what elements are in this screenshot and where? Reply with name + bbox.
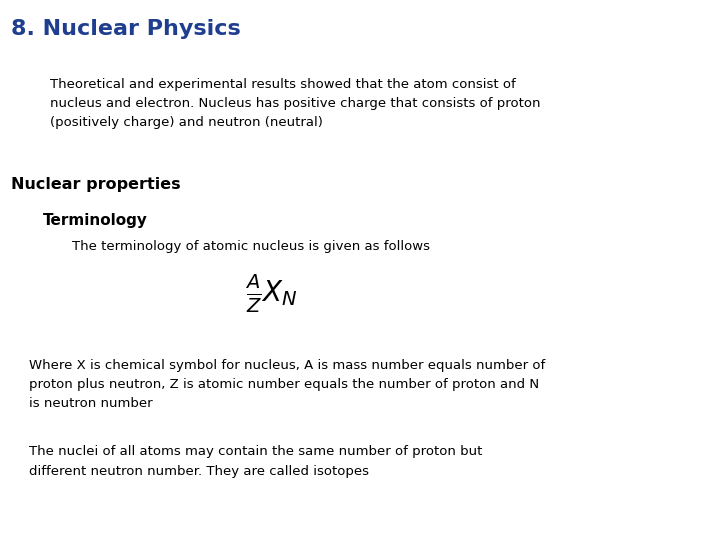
- Text: Nuclear properties: Nuclear properties: [11, 177, 181, 192]
- Text: 8. Nuclear Physics: 8. Nuclear Physics: [11, 19, 240, 39]
- Text: The nuclei of all atoms may contain the same number of proton but
different neut: The nuclei of all atoms may contain the …: [29, 446, 482, 477]
- Text: $\frac{A}{Z}X_{N}$: $\frac{A}{Z}X_{N}$: [245, 273, 297, 315]
- Text: Theoretical and experimental results showed that the atom consist of
nucleus and: Theoretical and experimental results sho…: [50, 78, 541, 129]
- Text: The terminology of atomic nucleus is given as follows: The terminology of atomic nucleus is giv…: [72, 240, 430, 253]
- Text: Terminology: Terminology: [43, 213, 148, 228]
- Text: Where X is chemical symbol for nucleus, A is mass number equals number of
proton: Where X is chemical symbol for nucleus, …: [29, 359, 545, 410]
